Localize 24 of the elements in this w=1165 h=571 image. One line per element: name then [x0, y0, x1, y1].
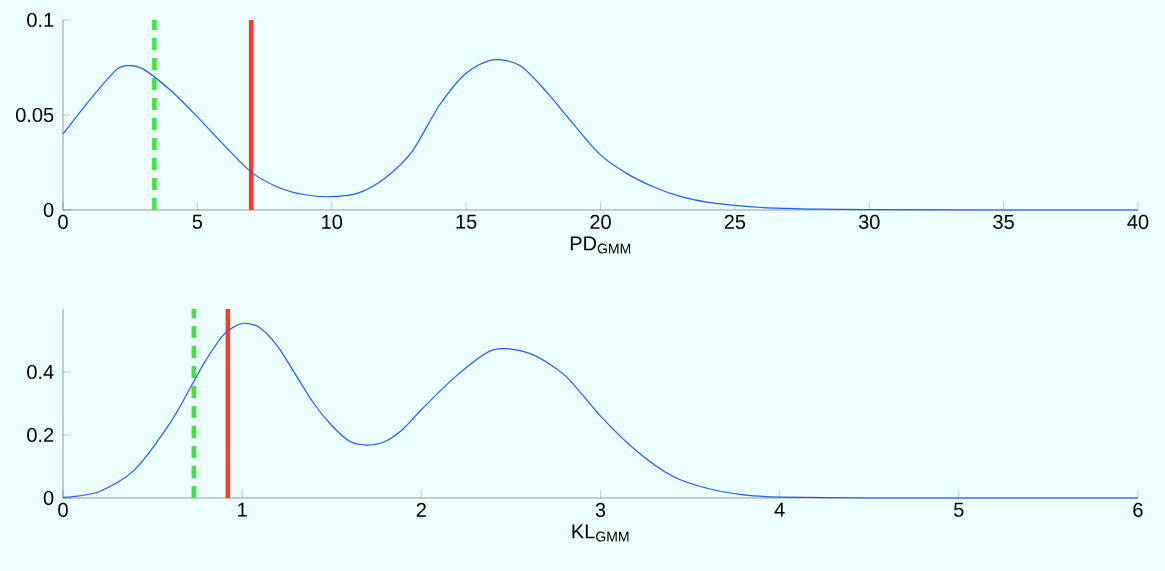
y-tick-label: 0.1	[27, 12, 54, 28]
x-tick-label: 4	[774, 502, 785, 517]
y-tick-label: 0	[43, 490, 54, 506]
x-tick-label: 2	[416, 502, 426, 517]
y-tick-label: 0.4	[27, 364, 54, 380]
x-tick-label: 25	[724, 214, 746, 230]
x-tick-label: 1	[238, 502, 247, 517]
x-axis-title: KL$_{GMM}$	[572, 524, 629, 542]
x-tick-label: 5	[954, 502, 964, 517]
x-tick-label: 10	[322, 214, 343, 230]
y-tick-label: 0	[43, 202, 54, 218]
x-tick-label: 35	[993, 214, 1014, 230]
x-tick-label: 5	[192, 214, 203, 229]
x-tick-label: 6	[1133, 502, 1143, 518]
y-tick-label: 0.2	[27, 427, 54, 443]
x-tick-label: 0	[58, 502, 68, 518]
x-tick-label: 20	[590, 214, 611, 230]
x-tick-label: 40	[1127, 214, 1149, 230]
x-axis-title: PD$_{GMM}$	[570, 236, 631, 254]
x-tick-label: 30	[858, 214, 880, 230]
x-tick-label: 0	[58, 214, 68, 230]
x-tick-label: 15	[456, 214, 477, 229]
x-tick-label: 3	[595, 502, 606, 518]
y-tick-label: 0.05	[16, 107, 54, 123]
